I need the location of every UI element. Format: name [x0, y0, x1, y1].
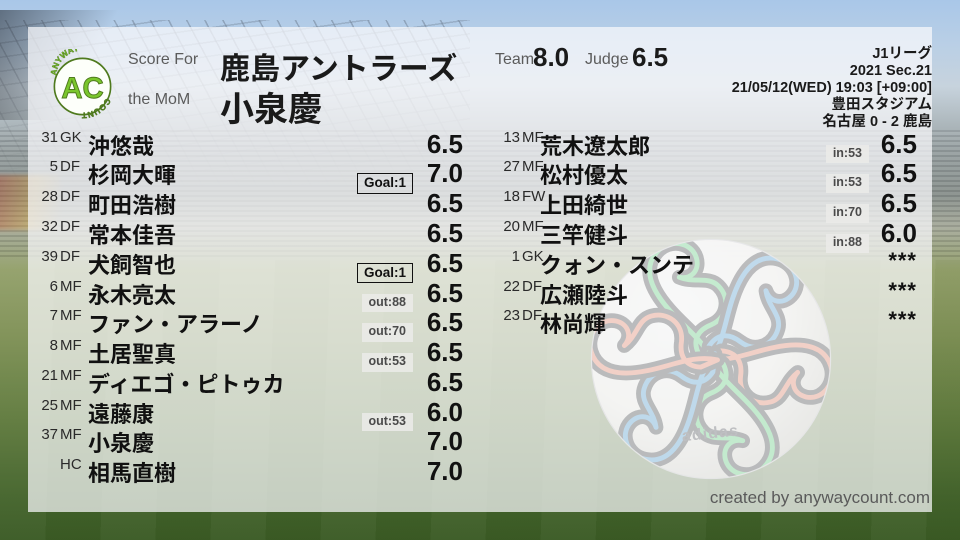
svg-text:AC: AC	[61, 73, 103, 105]
